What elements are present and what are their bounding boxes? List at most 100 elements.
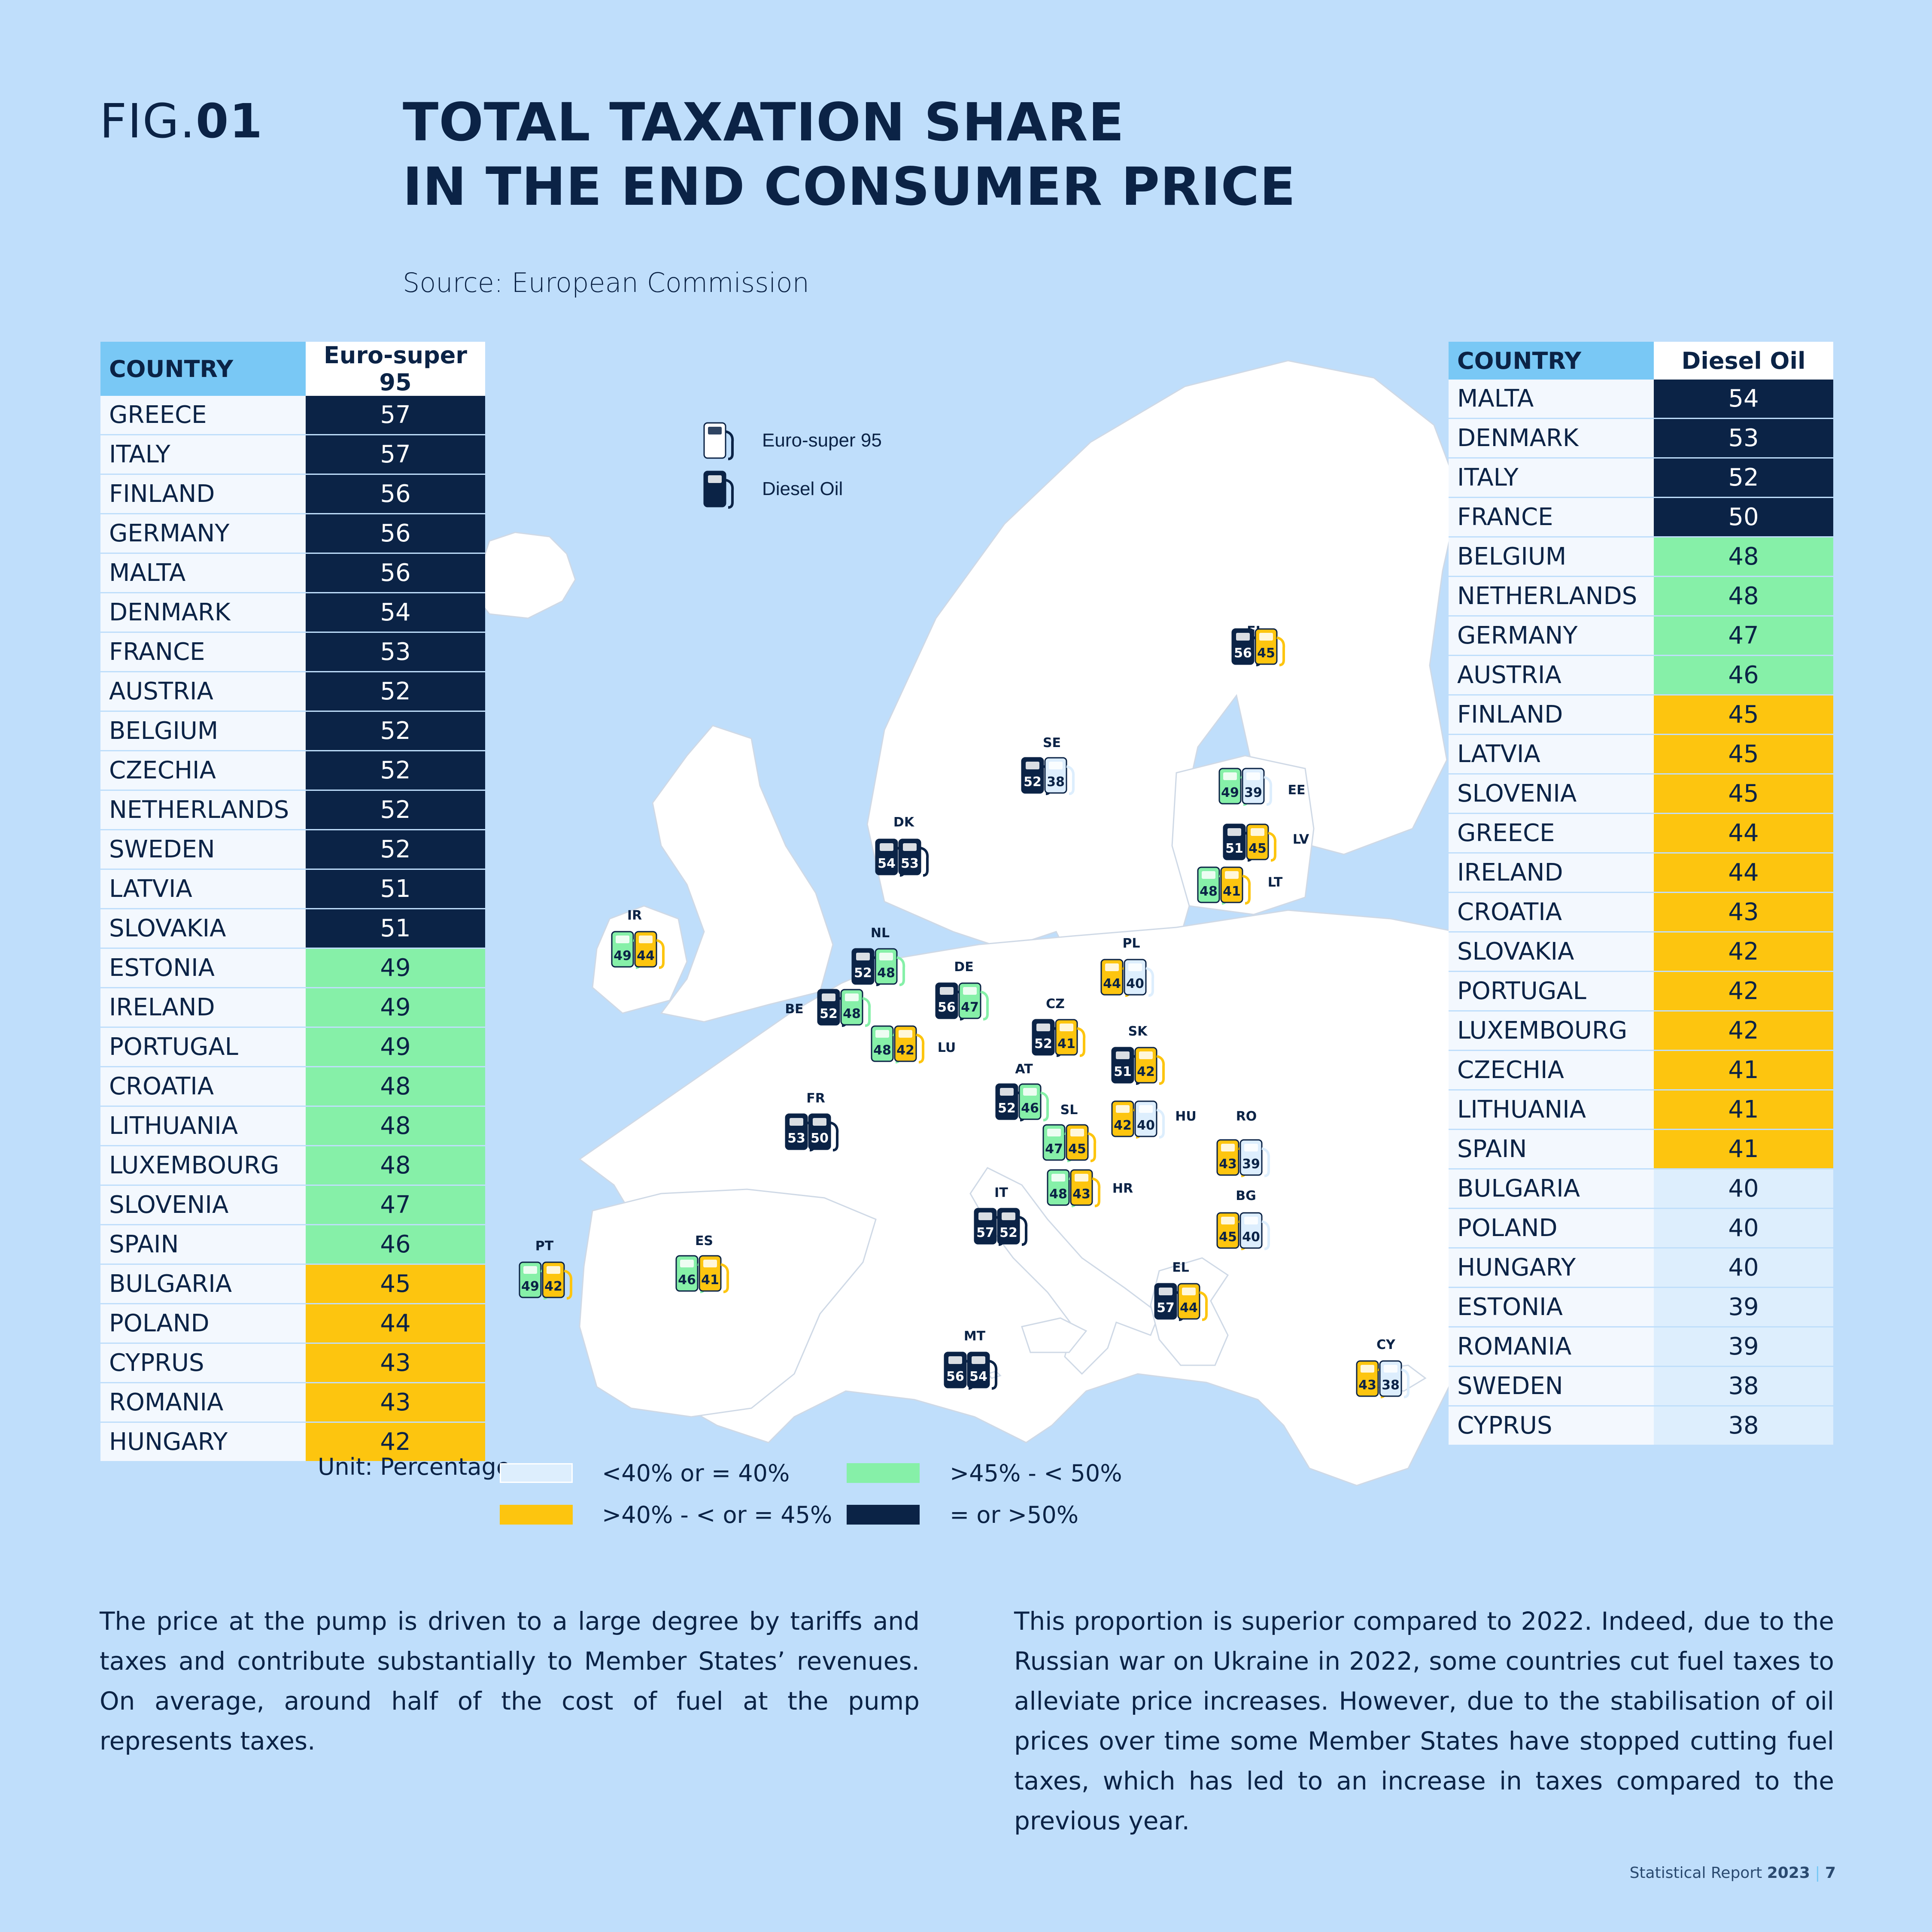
country-name-cell: POLAND xyxy=(1449,1208,1654,1249)
tax-share-cell: 44 xyxy=(306,1303,485,1344)
pump-value: 45 xyxy=(1249,841,1267,856)
pump-value: 57 xyxy=(1157,1300,1175,1315)
scandinavia-shape xyxy=(866,360,1461,993)
country-name-cell: PORTUGAL xyxy=(1449,971,1654,1012)
country-name-cell: LATVIA xyxy=(1449,734,1654,775)
country-code-label: PL xyxy=(1122,936,1140,951)
country-marker-hr: HR 48 43 xyxy=(1047,1169,1133,1207)
fuel-pump-icon-diesel: 45 xyxy=(1255,628,1285,666)
tax-share-cell: 48 xyxy=(1654,537,1833,577)
tax-share-cell: 41 xyxy=(1654,1090,1833,1130)
page-footer: Statistical Report 2023 | 7 xyxy=(1630,1864,1836,1882)
country-marker-be: BE 52 48 xyxy=(785,989,871,1027)
country-marker-it: IT 57 52 xyxy=(974,1185,1028,1246)
fuel-pump-icon-petrol: 52 xyxy=(1021,757,1052,795)
table-row: ITALY 52 xyxy=(1449,458,1833,498)
country-code-label: EL xyxy=(1172,1260,1189,1275)
country-name-cell: SWEDEN xyxy=(1449,1366,1654,1406)
unit-note: Unit: Percentage xyxy=(318,1453,511,1480)
tax-share-cell: 48 xyxy=(1654,576,1833,617)
country-marker-pl: PL 44 40 xyxy=(1100,936,1154,997)
fuel-pump-icon-diesel: 41 xyxy=(1220,866,1251,905)
fuel-pump-icon-diesel: 45 xyxy=(1066,1124,1097,1162)
country-marker-fi: FI5645 xyxy=(1231,624,1285,666)
country-name-cell: SPAIN xyxy=(100,1224,306,1265)
land-masses xyxy=(471,360,1589,1486)
tax-share-cell: 40 xyxy=(1654,1208,1833,1249)
country-marker-ee: EE 49 39 xyxy=(1218,768,1306,806)
fuel-pump-icon-diesel: 43 xyxy=(1070,1169,1101,1207)
pump-value: 47 xyxy=(1045,1142,1063,1157)
country-marker-es: ES 46 41 xyxy=(675,1233,729,1293)
table-row: FRANCE 50 xyxy=(1449,497,1833,538)
fuel-pump-icon-diesel: 38 xyxy=(1044,757,1075,795)
country-name-cell: SLOVENIA xyxy=(1449,774,1654,814)
tax-share-cell: 42 xyxy=(1654,932,1833,972)
country-name-cell: LATVIA xyxy=(100,869,306,909)
pump-value: 46 xyxy=(678,1273,696,1288)
legend-swatch-45-50 xyxy=(847,1463,920,1483)
country-name-cell: AUSTRIA xyxy=(100,671,306,712)
tax-share-cell: 56 xyxy=(306,553,485,593)
table-row: GERMANY 56 xyxy=(100,513,485,554)
sicily-shape xyxy=(1021,1317,1088,1353)
country-code-label: LV xyxy=(1293,832,1309,847)
pump-value: 40 xyxy=(1137,1118,1155,1133)
country-name-cell: HUNGARY xyxy=(100,1422,306,1462)
country-name-cell: IRELAND xyxy=(100,987,306,1028)
country-marker-ir: IR 49 44 xyxy=(611,908,665,969)
euro-super-95-table: COUNTRY Euro-super 95 GREECE 57 ITALY 57 FIN… xyxy=(100,342,485,1462)
table-row: FRANCE 53 xyxy=(100,632,485,672)
table-row: SPAIN 41 xyxy=(1449,1129,1833,1170)
figure-number: FIG.01 xyxy=(100,94,263,149)
country-name-cell: CYPRUS xyxy=(100,1343,306,1383)
fuel-pump-icon-diesel: 48 xyxy=(875,948,905,986)
country-marker-dk: DK 54 53 xyxy=(875,815,929,877)
pump-value: 53 xyxy=(787,1131,805,1146)
column-header-country: COUNTRY xyxy=(100,342,306,396)
table-row: LUXEMBOURG 48 xyxy=(100,1145,485,1186)
pump-value: 52 xyxy=(1024,775,1042,790)
table-row: ESTONIA 39 xyxy=(1449,1287,1833,1327)
tax-share-cell: 43 xyxy=(306,1343,485,1383)
country-pumps: FI5645SE5238EE4939LV5145LT4841DK5453IR49… xyxy=(519,624,1410,1398)
table-row: AUSTRIA 52 xyxy=(100,671,485,712)
country-name-cell: GERMANY xyxy=(1449,616,1654,656)
table-row: DENMARK 53 xyxy=(1449,418,1833,459)
table-row: BELGIUM 48 xyxy=(1449,537,1833,577)
tax-share-cell: 43 xyxy=(306,1382,485,1423)
fuel-pump-icon-petrol: 52 xyxy=(817,989,848,1027)
footer-page-number: 7 xyxy=(1825,1864,1836,1882)
country-name-cell: CYPRUS xyxy=(1449,1406,1654,1446)
pump-value: 46 xyxy=(1021,1101,1039,1116)
table-row: SWEDEN 52 xyxy=(100,829,485,870)
country-marker-at: AT 52 46 xyxy=(995,1062,1049,1121)
country-name-cell: CROATIA xyxy=(100,1066,306,1107)
pump-value: 43 xyxy=(1358,1378,1376,1393)
table-row: LATVIA 45 xyxy=(1449,734,1833,775)
country-code-label: ES xyxy=(695,1233,713,1249)
pump-value: 38 xyxy=(1382,1378,1400,1393)
table-row: CYPRUS 38 xyxy=(1449,1406,1833,1446)
fuel-pump-icon-diesel: 40 xyxy=(1124,959,1154,997)
fuel-pump-icon-petrol: 57 xyxy=(974,1208,1005,1246)
country-name-cell: LUXEMBOURG xyxy=(1449,1011,1654,1051)
tax-share-cell: 51 xyxy=(306,908,485,949)
table-row: POLAND 44 xyxy=(100,1303,485,1344)
pump-value: 47 xyxy=(961,1000,979,1015)
pump-value: 53 xyxy=(901,856,919,871)
country-code-label: CY xyxy=(1376,1337,1396,1352)
tax-share-cell: 48 xyxy=(306,1066,485,1107)
country-name-cell: ESTONIA xyxy=(1449,1287,1654,1327)
tax-share-cell: 54 xyxy=(306,592,485,633)
country-code-label: SK xyxy=(1128,1024,1148,1039)
map-legend-diesel-label: Diesel Oil xyxy=(762,478,843,499)
country-name-cell: GERMANY xyxy=(100,513,306,554)
pump-value: 44 xyxy=(1103,976,1121,991)
country-marker-hu: HU 42 40 xyxy=(1111,1100,1197,1139)
fuel-pump-icon-diesel: 41 xyxy=(699,1255,729,1293)
tax-share-cell: 49 xyxy=(306,987,485,1028)
tax-share-cell: 56 xyxy=(306,513,485,554)
country-code-label: LT xyxy=(1268,875,1283,890)
fuel-pump-icon-petrol: 44 xyxy=(1100,959,1131,997)
